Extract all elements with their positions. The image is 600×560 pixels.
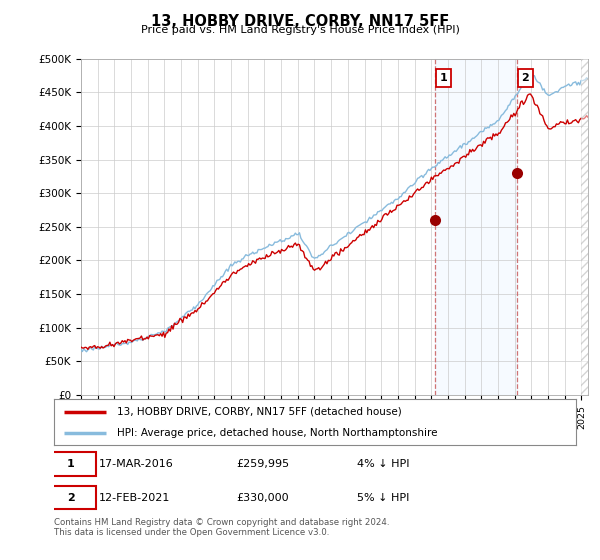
Text: 13, HOBBY DRIVE, CORBY, NN17 5FF: 13, HOBBY DRIVE, CORBY, NN17 5FF (151, 14, 449, 29)
Text: Price paid vs. HM Land Registry's House Price Index (HPI): Price paid vs. HM Land Registry's House … (140, 25, 460, 35)
Text: £330,000: £330,000 (236, 493, 289, 502)
Text: £259,995: £259,995 (236, 459, 290, 469)
Text: 2: 2 (521, 73, 529, 83)
Text: 4% ↓ HPI: 4% ↓ HPI (357, 459, 409, 469)
Text: Contains HM Land Registry data © Crown copyright and database right 2024.
This d: Contains HM Land Registry data © Crown c… (54, 518, 389, 538)
Text: 13, HOBBY DRIVE, CORBY, NN17 5FF (detached house): 13, HOBBY DRIVE, CORBY, NN17 5FF (detach… (116, 407, 401, 417)
Text: 2: 2 (67, 493, 75, 502)
FancyBboxPatch shape (46, 452, 96, 475)
Bar (581, 59, 598, 395)
Text: 12-FEB-2021: 12-FEB-2021 (98, 493, 170, 502)
Text: 1: 1 (440, 73, 448, 83)
Text: 17-MAR-2016: 17-MAR-2016 (98, 459, 173, 469)
FancyBboxPatch shape (46, 486, 96, 509)
Text: 5% ↓ HPI: 5% ↓ HPI (357, 493, 409, 502)
Text: HPI: Average price, detached house, North Northamptonshire: HPI: Average price, detached house, Nort… (116, 428, 437, 438)
Bar (435, 59, 517, 395)
Text: 1: 1 (67, 459, 75, 469)
